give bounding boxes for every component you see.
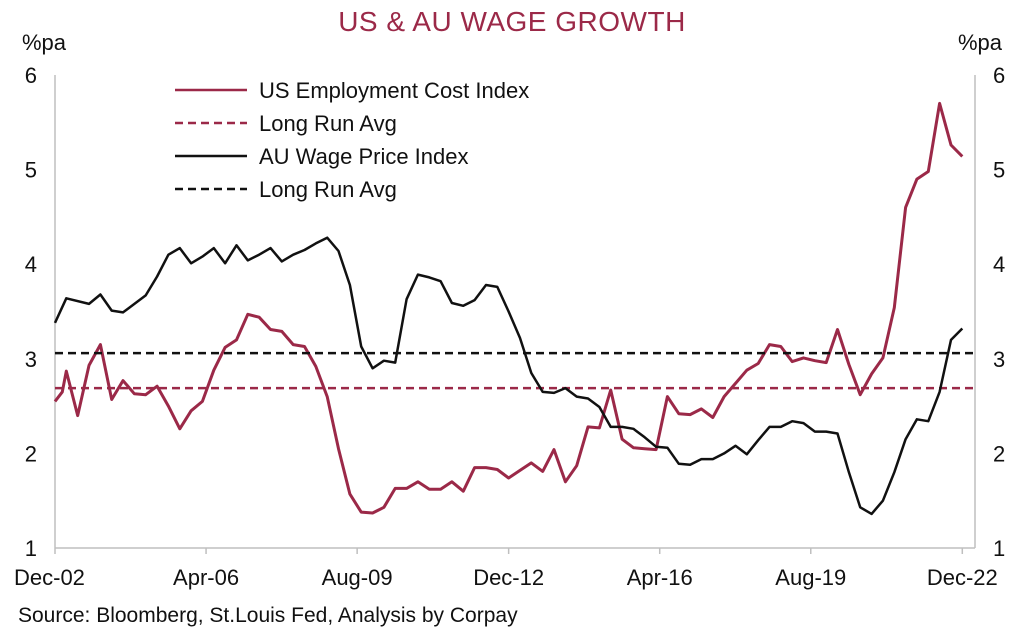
y-tick-label-right: 4 (993, 252, 1005, 277)
series-line-3 (53, 236, 964, 516)
x-tick-label: Aug-09 (322, 565, 393, 590)
y-tick-label-left: 6 (25, 63, 37, 88)
y-tick-label-left: 4 (25, 252, 37, 277)
x-tick-label: Apr-16 (627, 565, 693, 590)
x-tick-label: Dec-02 (14, 565, 85, 590)
y-tick-label-left: 3 (25, 347, 37, 372)
y-tick-label-right: 1 (993, 536, 1005, 561)
chart-title: US & AU WAGE GROWTH (338, 6, 686, 37)
x-tick-label: Apr-06 (173, 565, 239, 590)
legend-label-4: Long Run Avg (259, 177, 397, 202)
series-line-1 (53, 101, 964, 515)
y-tick-label-left: 5 (25, 158, 37, 183)
x-tick-label: Aug-19 (775, 565, 846, 590)
legend-label-1: US Employment Cost Index (259, 78, 529, 103)
left-axis-unit: %pa (22, 30, 67, 55)
y-tick-label-right: 3 (993, 347, 1005, 372)
x-tick-label: Dec-22 (927, 565, 998, 590)
y-tick-label-right: 5 (993, 158, 1005, 183)
right-axis-unit: %pa (957, 30, 1002, 55)
source-note: Source: Bloomberg, St.Louis Fed, Analysi… (18, 604, 518, 627)
y-tick-label-right: 2 (993, 441, 1005, 466)
y-tick-label-right: 6 (993, 63, 1005, 88)
y-tick-label-left: 1 (25, 536, 37, 561)
y-tick-label-left: 2 (25, 441, 37, 466)
legend-label-3: AU Wage Price Index (259, 144, 469, 169)
legend-label-2: Long Run Avg (259, 111, 397, 136)
x-tick-label: Dec-12 (473, 565, 544, 590)
